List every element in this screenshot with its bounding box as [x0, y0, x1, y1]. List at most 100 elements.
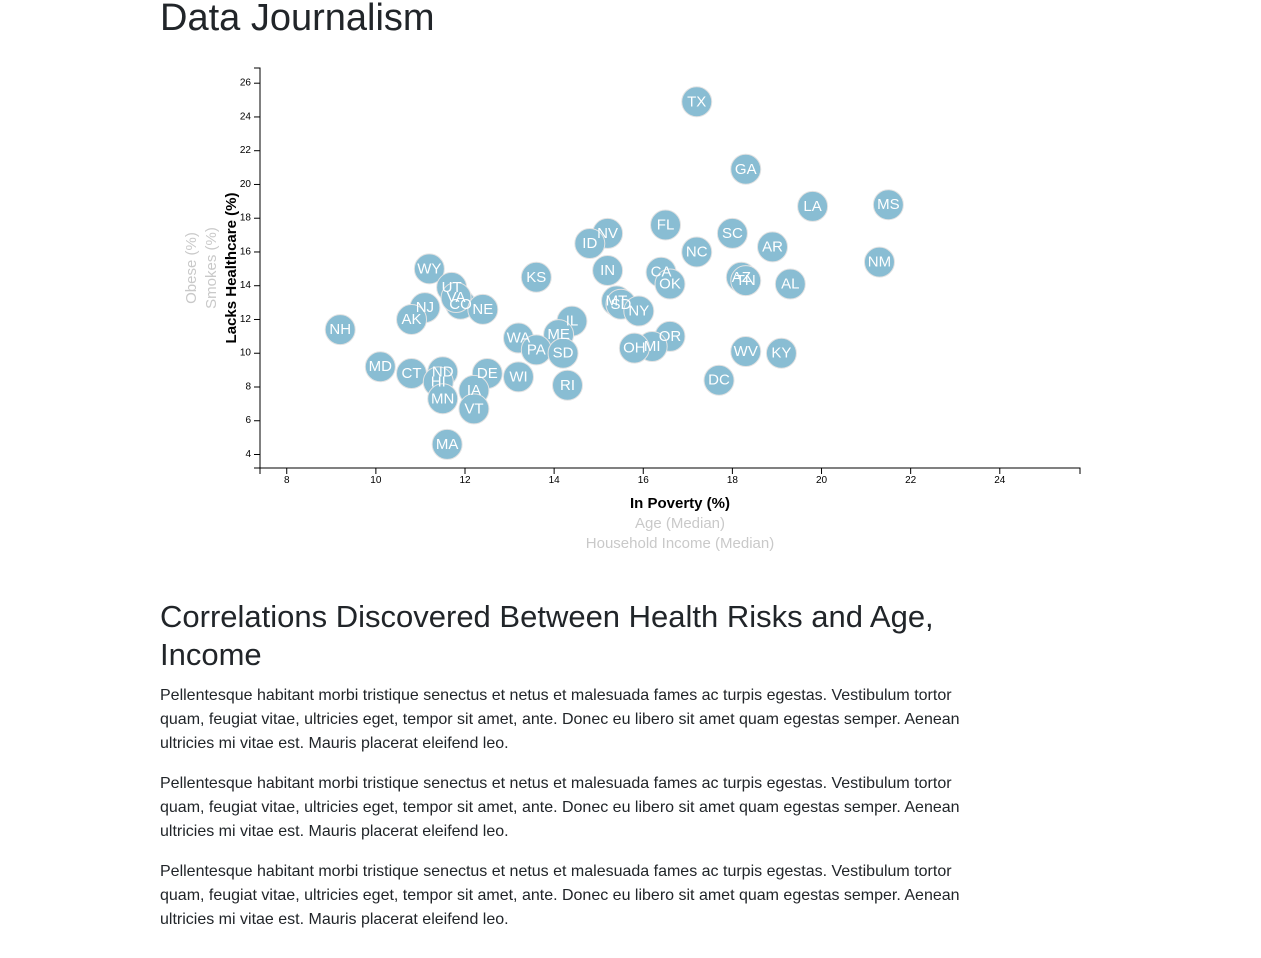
- state-marker[interactable]: [458, 393, 490, 425]
- state-marker[interactable]: [324, 314, 356, 346]
- state-marker[interactable]: [716, 217, 748, 249]
- state-label: CT: [402, 365, 422, 382]
- x-axis-option[interactable]: Household Income (Median): [586, 535, 774, 552]
- article-paragraph: Pellentesque habitant morbi tristique se…: [160, 687, 960, 752]
- state-label: NY: [628, 303, 649, 320]
- state-label: MI: [644, 338, 661, 355]
- state-label: MS: [877, 196, 900, 213]
- article-heading: Correlations Discovered Between Health R…: [160, 599, 934, 672]
- state-marker[interactable]: [863, 246, 895, 278]
- state-label: DC: [708, 372, 730, 389]
- state-label: CO: [449, 296, 472, 313]
- state-marker[interactable]: [618, 332, 650, 364]
- state-label: VA: [447, 289, 466, 306]
- state-marker[interactable]: [427, 383, 459, 415]
- state-marker[interactable]: [765, 337, 797, 369]
- y-tick-label: 26: [240, 78, 252, 89]
- state-label: TX: [687, 93, 706, 110]
- state-label: NM: [868, 254, 891, 271]
- article: Correlations Discovered Between Health R…: [160, 598, 970, 948]
- state-marker[interactable]: [413, 253, 445, 285]
- state-marker[interactable]: [681, 86, 713, 118]
- article-paragraph: Pellentesque habitant morbi tristique se…: [160, 863, 960, 928]
- state-marker[interactable]: [703, 364, 735, 396]
- state-marker[interactable]: [440, 282, 472, 314]
- state-marker[interactable]: [730, 153, 762, 185]
- state-marker[interactable]: [431, 428, 463, 460]
- state-label: OK: [659, 276, 681, 293]
- y-tick-label: 6: [245, 415, 251, 426]
- state-marker[interactable]: [520, 261, 552, 293]
- x-axis-labels: In Poverty (%) Age (Median) Household Inco…: [586, 495, 774, 552]
- state-label: WY: [417, 260, 441, 277]
- y-tick-label: 12: [240, 314, 252, 325]
- state-label: NC: [686, 243, 708, 260]
- state-marker[interactable]: [730, 265, 762, 297]
- state-label: AZ: [732, 269, 751, 286]
- state-label: AR: [762, 238, 783, 255]
- x-tick-label: 16: [638, 475, 650, 486]
- x-axis-option[interactable]: Age (Median): [635, 515, 725, 532]
- y-axis-labels: Lacks Healthcare (%)Smokes (%)Obese (%): [183, 193, 240, 344]
- state-label: OH: [623, 340, 646, 357]
- state-marker[interactable]: [547, 337, 579, 369]
- state-marker[interactable]: [797, 190, 829, 222]
- state-marker[interactable]: [502, 361, 534, 393]
- state-marker[interactable]: [757, 231, 788, 263]
- state-label: SD: [553, 345, 574, 362]
- state-marker[interactable]: [574, 228, 606, 260]
- y-tick-label: 18: [240, 213, 252, 224]
- y-tick-label: 8: [245, 381, 251, 392]
- state-marker[interactable]: [552, 369, 583, 401]
- state-label: GA: [735, 161, 757, 178]
- state-label: WI: [509, 368, 527, 385]
- state-label: RI: [560, 377, 575, 394]
- state-marker[interactable]: [654, 268, 686, 300]
- state-marker[interactable]: [623, 295, 655, 327]
- state-marker[interactable]: [774, 268, 806, 300]
- state-label: ID: [582, 235, 597, 252]
- x-tick-label: 20: [816, 475, 828, 486]
- state-marker[interactable]: [872, 189, 904, 221]
- x-tick-label: 24: [994, 475, 1006, 486]
- state-label: ME: [547, 326, 570, 343]
- state-label: OR: [659, 328, 682, 345]
- state-marker[interactable]: [650, 209, 682, 241]
- state-label: AL: [781, 276, 799, 293]
- state-label: MN: [431, 390, 454, 407]
- y-axis-option[interactable]: Obese (%): [183, 232, 200, 304]
- state-label: SD: [611, 296, 632, 313]
- page-title: Data Journalism: [160, 0, 435, 39]
- state-label: MT: [606, 292, 628, 309]
- x-axis-option[interactable]: In Poverty (%): [630, 495, 730, 512]
- y-axis-option[interactable]: Smokes (%): [203, 227, 220, 309]
- article-paragraph: Pellentesque habitant morbi tristique se…: [160, 775, 960, 840]
- y-tick-label: 20: [240, 179, 252, 190]
- x-tick-label: 12: [459, 475, 471, 486]
- state-label: CA: [651, 264, 672, 281]
- state-marker[interactable]: [592, 255, 624, 287]
- state-marker[interactable]: [730, 336, 762, 368]
- x-tick-label: 8: [284, 475, 290, 486]
- state-label: IA: [467, 382, 481, 399]
- y-tick-label: 4: [245, 449, 251, 460]
- state-marker[interactable]: [681, 236, 713, 268]
- state-label: WA: [507, 330, 531, 347]
- state-label: IL: [566, 313, 579, 330]
- state-marker[interactable]: [467, 293, 499, 325]
- state-label: PA: [527, 341, 546, 358]
- y-tick-label: 14: [240, 280, 252, 291]
- y-tick-label: 22: [240, 145, 252, 156]
- state-label: NJ: [416, 299, 434, 316]
- state-label: NE: [472, 301, 493, 318]
- state-marker[interactable]: [364, 351, 396, 383]
- state-label: UT: [442, 279, 462, 296]
- state-label: MD: [369, 358, 392, 375]
- x-axis-line: [259, 467, 1081, 474]
- x-axis: 8 10 12 14 16 18 20 22 24: [259, 467, 1081, 486]
- state-marker[interactable]: [396, 303, 428, 335]
- x-tick-label: 22: [905, 475, 917, 486]
- y-axis-option[interactable]: Lacks Healthcare (%): [223, 193, 240, 344]
- state-label: AK: [402, 311, 422, 328]
